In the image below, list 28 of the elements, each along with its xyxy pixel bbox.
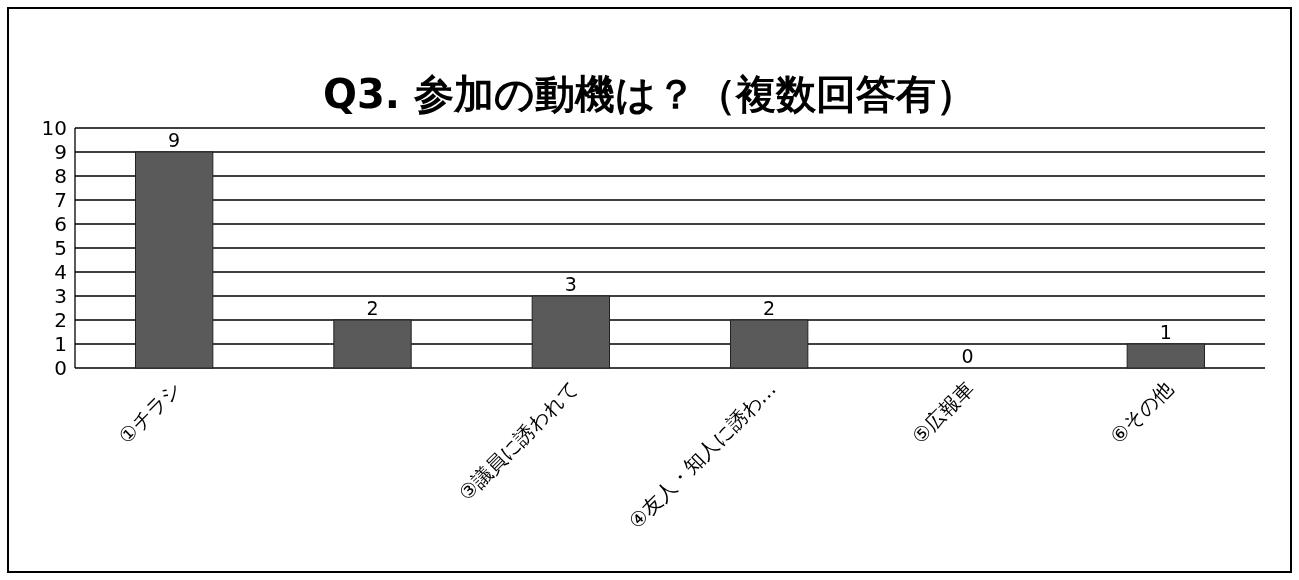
y-tick-label: 2 <box>54 308 67 332</box>
x-tick-label: ④友人・知人に誘わ… <box>623 376 781 534</box>
y-tick-label: 10 <box>41 116 67 140</box>
data-label: 1 <box>1159 321 1172 343</box>
y-tick-label: 0 <box>54 356 67 380</box>
data-label: 9 <box>168 129 181 151</box>
y-tick-label: 8 <box>54 164 67 188</box>
bar <box>134 151 214 369</box>
y-tick-label: 5 <box>54 236 67 260</box>
chart-title: Q3. 参加の動機は？（複数回答有） <box>323 71 976 117</box>
x-tick-label: ⑤広報車 <box>906 376 980 449</box>
bar <box>531 295 611 369</box>
y-tick-label: 1 <box>54 332 67 356</box>
data-label: 0 <box>961 345 974 367</box>
y-tick-label: 4 <box>54 260 67 284</box>
bar <box>333 319 412 369</box>
x-tick-label: ⑥その他 <box>1105 376 1178 449</box>
data-label: 2 <box>763 297 776 319</box>
bar <box>1126 343 1206 369</box>
data-label: 3 <box>564 273 577 295</box>
bar <box>729 319 809 369</box>
y-tick-label: 6 <box>54 212 67 236</box>
y-tick-label: 3 <box>54 284 67 308</box>
data-label: 2 <box>366 297 379 319</box>
y-tick-label: 7 <box>54 188 67 212</box>
x-tick-label: ③議員に誘われて <box>453 376 583 506</box>
y-tick-label: 9 <box>54 140 67 164</box>
x-tick-label: ①チラシ <box>113 376 186 449</box>
